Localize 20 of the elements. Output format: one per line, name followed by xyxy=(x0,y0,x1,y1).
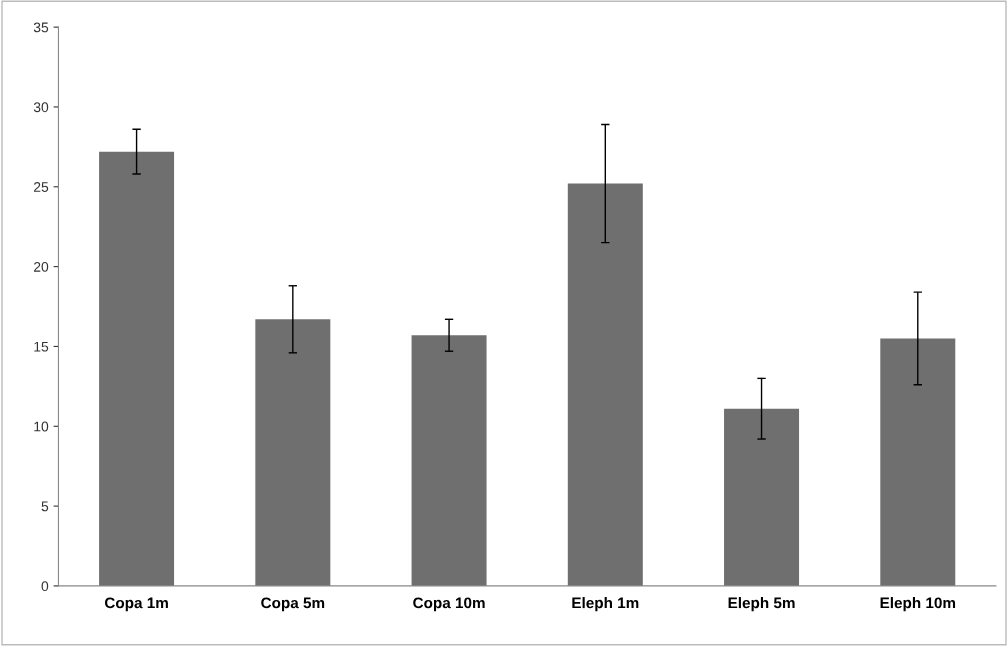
y-tick-label: 10 xyxy=(34,421,49,432)
x-tick-label: Eleph 5m xyxy=(728,597,795,612)
bar xyxy=(567,183,643,586)
x-tick-label: Eleph 10m xyxy=(880,597,956,612)
bar xyxy=(255,319,331,586)
x-tick-label: Copa 5m xyxy=(261,597,325,612)
y-tick-label: 15 xyxy=(34,341,49,352)
x-tick-label: Eleph 1m xyxy=(572,597,639,612)
bar xyxy=(724,408,800,586)
bar xyxy=(99,151,175,586)
x-tick-label: Copa 1m xyxy=(104,597,168,612)
y-tick-label: 5 xyxy=(41,501,49,512)
bar xyxy=(411,335,487,586)
y-tick-label: 0 xyxy=(41,581,49,592)
y-tick-label: 20 xyxy=(33,261,49,272)
x-tick-label: Copa 10m xyxy=(413,597,485,612)
y-tick-label: 35 xyxy=(33,22,49,33)
bar xyxy=(880,338,956,586)
y-tick-label: 25 xyxy=(33,182,49,192)
y-tick-label: 30 xyxy=(33,102,49,113)
